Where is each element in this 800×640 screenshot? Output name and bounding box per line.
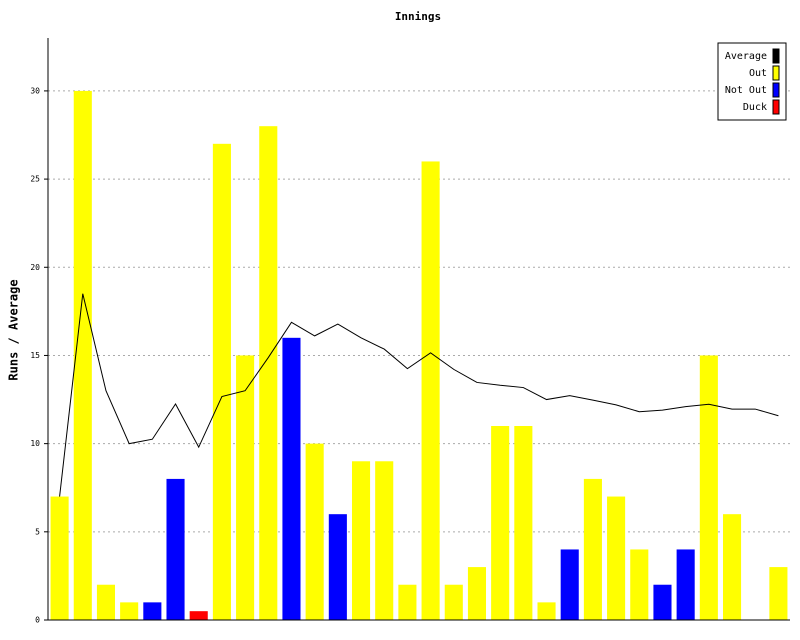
legend-swatch [772,48,780,64]
bar [120,602,139,620]
bar [467,567,487,620]
bar [653,584,672,620]
bar [537,602,556,620]
average-line [59,293,779,497]
bar [421,161,440,621]
bar [699,355,718,620]
bar [375,461,394,620]
bar [96,584,116,620]
legend-label: Not Out [725,85,767,96]
y-tick-label: 15 [30,351,40,360]
bar [560,549,579,620]
bar [166,478,185,620]
bar [259,126,278,620]
bar [189,611,208,620]
bar [212,143,231,620]
bar [351,461,371,620]
legend-label: Out [749,68,767,79]
bar [583,478,602,620]
bar [491,426,510,620]
y-tick-label: 20 [30,263,40,272]
bar [305,443,324,620]
legend-swatch [772,99,780,115]
y-tick-label: 25 [30,175,40,184]
bar [73,90,92,621]
bar [236,355,255,620]
legend-label: Duck [743,102,767,113]
legend-swatch [772,82,780,98]
bar [444,584,463,620]
bar [630,549,649,620]
legend-swatch [772,65,780,81]
bar [769,567,788,620]
bar [282,337,301,620]
chart-title: Innings [395,10,441,23]
bar [722,514,742,620]
bar [676,549,695,620]
y-tick-label: 10 [30,439,40,448]
bar [143,602,162,620]
y-tick-label: 30 [30,86,40,95]
bar [514,426,533,620]
bar [328,514,347,620]
y-tick-label: 0 [35,616,40,625]
y-axis-label: Runs / Average [7,279,21,380]
bar [607,496,626,620]
y-tick-label: 5 [35,527,40,536]
bar [398,584,417,620]
legend-label: Average [725,51,767,62]
bar [50,496,69,620]
